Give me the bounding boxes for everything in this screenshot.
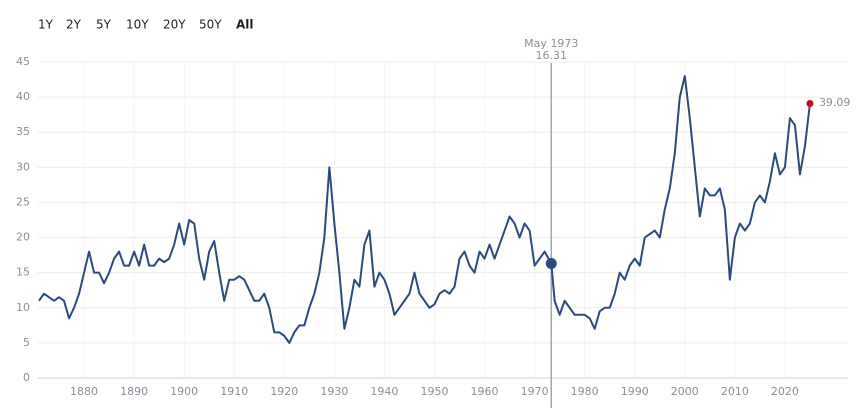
x-tick-label: 1890 bbox=[120, 385, 148, 398]
annotation-label: May 1973 bbox=[524, 37, 578, 50]
range-button[interactable]: 2Y bbox=[66, 18, 82, 32]
last-value-label: 39.09 bbox=[819, 96, 851, 109]
annotation-point bbox=[545, 257, 557, 269]
x-tick-label: 1990 bbox=[621, 385, 649, 398]
y-tick-label: 25 bbox=[16, 195, 30, 208]
x-tick-label: 2000 bbox=[671, 385, 699, 398]
range-button[interactable]: 5Y bbox=[96, 18, 112, 32]
x-tick-label: 1980 bbox=[571, 385, 599, 398]
x-tick-label: 1960 bbox=[471, 385, 499, 398]
range-button[interactable]: 1Y bbox=[38, 18, 54, 32]
y-tick-label: 10 bbox=[16, 301, 30, 314]
range-button[interactable]: All bbox=[236, 18, 254, 32]
x-tick-label: 2010 bbox=[721, 385, 749, 398]
range-button[interactable]: 50Y bbox=[199, 18, 222, 32]
y-tick-label: 0 bbox=[23, 371, 30, 384]
y-tick-label: 30 bbox=[16, 160, 30, 173]
x-tick-label: 1950 bbox=[420, 385, 448, 398]
range-button[interactable]: 10Y bbox=[126, 18, 149, 32]
x-tick-label: 1940 bbox=[370, 385, 398, 398]
last-point bbox=[806, 100, 814, 108]
x-tick-label: 1910 bbox=[220, 385, 248, 398]
line bbox=[38, 75, 811, 344]
y-tick-label: 20 bbox=[16, 231, 30, 244]
x-tick-label: 1920 bbox=[270, 385, 298, 398]
y-tick-label: 40 bbox=[16, 90, 30, 103]
x-tick-label: 1930 bbox=[320, 385, 348, 398]
y-tick-label: 45 bbox=[16, 55, 30, 68]
x-tick-label: 1900 bbox=[170, 385, 198, 398]
x-tick-label: 1880 bbox=[70, 385, 98, 398]
y-tick-label: 35 bbox=[16, 125, 30, 138]
y-tick-label: 5 bbox=[23, 336, 30, 349]
x-tick-label: 2020 bbox=[771, 385, 799, 398]
annotation-value: 16.31 bbox=[536, 49, 568, 62]
x-tick-label: 1970 bbox=[521, 385, 549, 398]
y-tick-label: 15 bbox=[16, 266, 30, 279]
range-button[interactable]: 20Y bbox=[163, 18, 186, 32]
